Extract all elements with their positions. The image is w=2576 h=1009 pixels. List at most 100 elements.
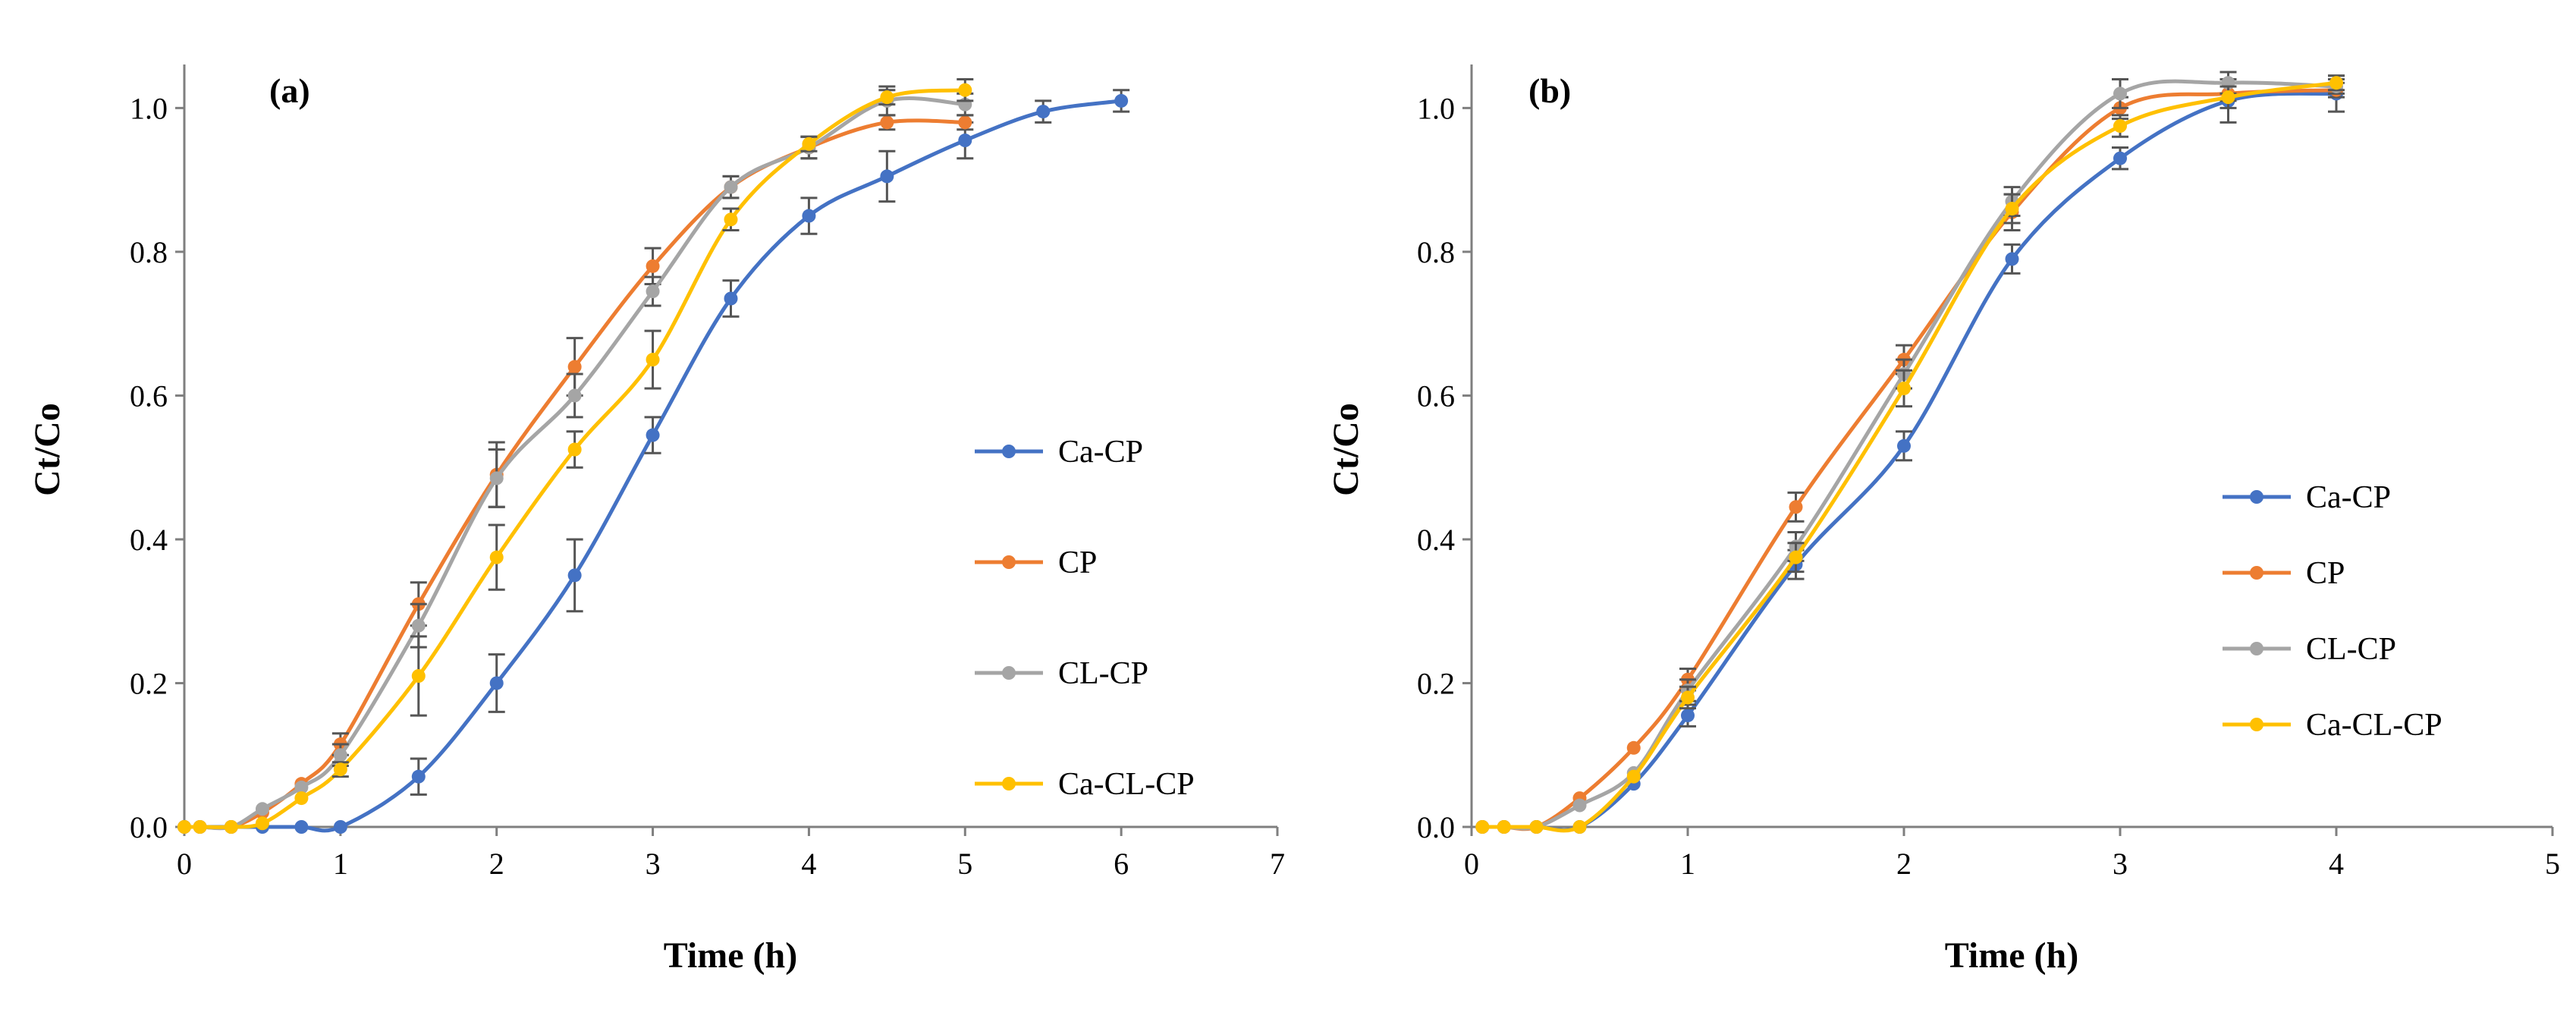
data-point <box>880 115 894 130</box>
x-tick-label: 3 <box>2113 847 2128 881</box>
y-tick-label: 1.0 <box>130 91 168 125</box>
legend-label: CL-CP <box>2306 632 2396 667</box>
x-tick-label: 0 <box>177 847 192 881</box>
data-point <box>255 802 269 816</box>
series-line <box>184 99 1122 833</box>
legend-label: CP <box>1058 545 1097 580</box>
data-point <box>411 669 426 683</box>
data-point <box>802 137 816 151</box>
y-axis-title: Ct/Co <box>27 403 68 496</box>
y-tick-label: 0.2 <box>1417 666 1455 700</box>
series-line <box>1482 79 2337 831</box>
data-point <box>1897 381 1911 395</box>
legend-item: Ca-CL-CP <box>975 767 1195 802</box>
data-point <box>294 780 309 794</box>
data-point <box>1475 820 1490 834</box>
data-point <box>646 428 660 442</box>
legend-swatch-marker <box>2250 490 2263 504</box>
y-tick-label: 0.0 <box>130 810 168 844</box>
data-point <box>646 284 660 299</box>
data-point <box>489 676 504 690</box>
data-point <box>2005 252 2019 266</box>
data-point <box>1789 500 1803 514</box>
series-cl-cp <box>1475 71 2345 834</box>
series-line <box>184 118 966 830</box>
legend-item: CL-CP <box>975 656 1148 691</box>
data-point <box>2113 86 2127 101</box>
x-tick-label: 2 <box>489 847 504 881</box>
data-point <box>646 353 660 367</box>
data-point <box>1789 550 1803 564</box>
data-point <box>2113 119 2127 134</box>
data-point <box>1681 709 1695 723</box>
data-point <box>1529 820 1544 834</box>
data-point <box>1036 105 1051 119</box>
data-point <box>567 360 582 374</box>
y-tick-label: 0.6 <box>130 379 168 413</box>
legend-item: CP <box>2223 556 2345 591</box>
y-tick-label: 0.0 <box>1417 810 1455 844</box>
x-tick-label: 7 <box>1270 847 1285 881</box>
data-point <box>724 212 738 227</box>
series-line <box>1482 88 2337 831</box>
legend-label: Ca-CL-CP <box>1058 767 1195 802</box>
legend-swatch-marker <box>1002 777 1016 791</box>
data-point <box>880 169 894 184</box>
legend-item: Ca-CP <box>975 435 1143 470</box>
data-point <box>333 820 347 834</box>
y-tick-label: 0.2 <box>130 666 168 700</box>
data-point <box>489 471 504 486</box>
panel-label: (a) <box>269 71 310 110</box>
x-tick-label: 3 <box>646 847 661 881</box>
series-line <box>1482 80 2337 833</box>
chart-panel-1: 0 1 2 3 4 5 0.0 0.2 0.4 0.6 0.8 1.0 Time (h) Ct/Co (b)… <box>1326 64 2560 976</box>
data-point <box>2113 151 2127 165</box>
legend-swatch-marker <box>2250 642 2263 655</box>
data-point <box>1572 820 1587 834</box>
data-point <box>193 820 207 834</box>
y-tick-label: 0.8 <box>130 235 168 269</box>
data-point <box>2221 90 2235 105</box>
data-point <box>958 134 972 148</box>
y-tick-label: 0.4 <box>1417 523 1455 557</box>
data-point <box>567 442 582 457</box>
series-ca-cp <box>1475 74 2345 834</box>
data-point <box>724 180 738 194</box>
legend-label: Ca-CP <box>2306 480 2391 515</box>
data-point <box>1626 769 1641 784</box>
x-tick-label: 4 <box>2329 847 2344 881</box>
data-point <box>567 388 582 403</box>
data-point <box>1497 820 1511 834</box>
legend-label: CL-CP <box>1058 656 1148 691</box>
x-axis-title: Time (h) <box>664 935 797 976</box>
data-point <box>958 115 972 130</box>
legend-swatch-marker <box>1002 666 1016 680</box>
chart-panel-0: 0 1 2 3 4 5 6 7 0.0 0.2 0.4 0.6 0.8 1.0 Time (h) Ct/Co (… <box>27 64 1285 976</box>
x-tick-label: 5 <box>957 847 972 881</box>
series-ca-cl-cp <box>1475 74 2345 834</box>
series-cp <box>1475 81 2345 834</box>
x-tick-label: 2 <box>1896 847 1912 881</box>
legend-item: CL-CP <box>2223 632 2396 667</box>
data-point <box>567 568 582 583</box>
data-point <box>1681 690 1695 705</box>
y-tick-label: 0.6 <box>1417 379 1455 413</box>
data-point <box>1114 93 1129 108</box>
data-point <box>489 550 504 564</box>
data-point <box>177 820 191 834</box>
data-point <box>333 748 347 762</box>
legend-swatch-marker <box>1002 445 1016 458</box>
series-line <box>1482 91 2337 832</box>
data-point <box>411 769 426 784</box>
data-point <box>333 762 347 777</box>
series-ca-cl-cp <box>177 77 974 834</box>
x-tick-label: 5 <box>2545 847 2560 881</box>
panel-label: (b) <box>1528 71 1571 110</box>
data-point <box>294 820 309 834</box>
legend-item: Ca-CP <box>2223 480 2391 515</box>
legend-swatch-marker <box>2250 566 2263 580</box>
y-axis-title: Ct/Co <box>1326 403 1366 496</box>
data-point <box>255 816 269 831</box>
y-tick-label: 0.4 <box>130 523 168 557</box>
